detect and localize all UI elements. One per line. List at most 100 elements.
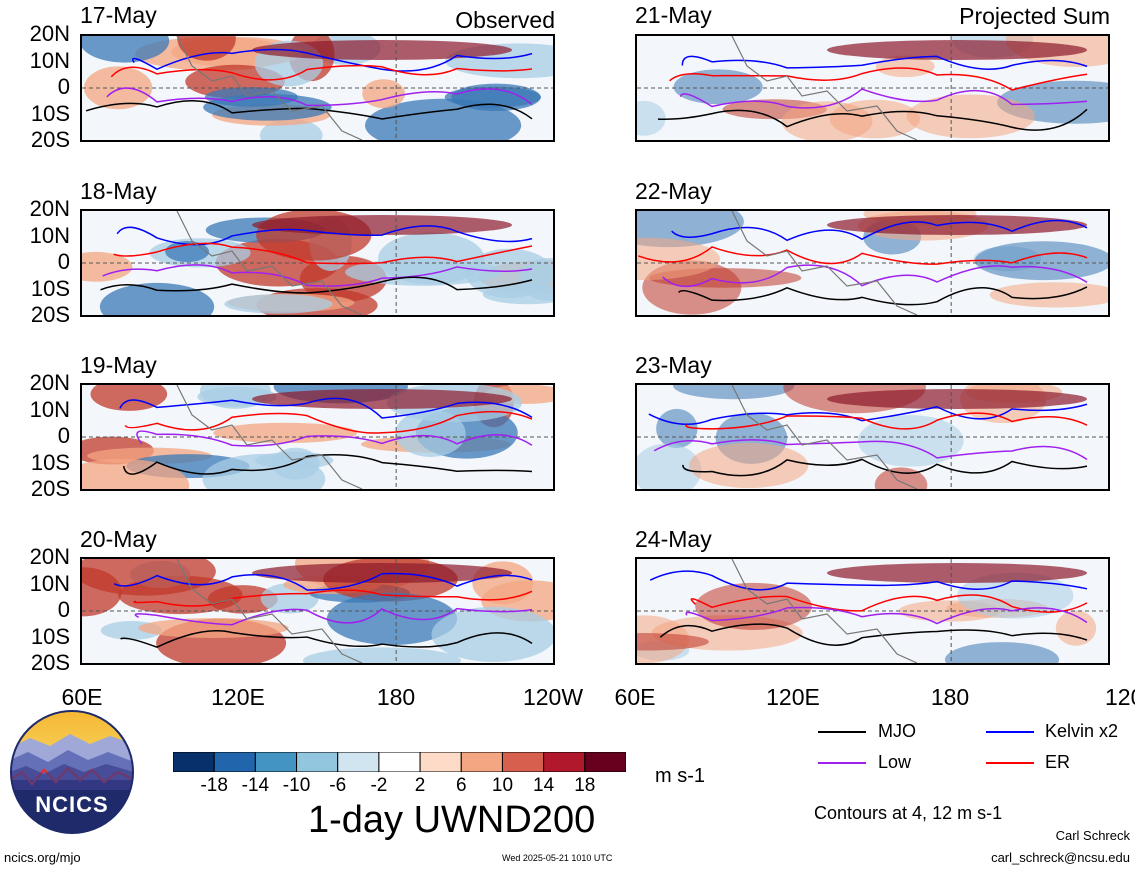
field-shading: [673, 385, 795, 400]
coastline: [731, 385, 918, 489]
legend-low-label: Low: [878, 752, 912, 772]
legend-kelvin-line: [986, 731, 1034, 733]
field-shading: [906, 94, 1035, 139]
field-shading: [673, 69, 763, 105]
contour-line: [648, 403, 1088, 426]
lat-label: 0: [57, 74, 70, 99]
colorbar-tick-label: 18: [574, 775, 596, 796]
lat-label: 10S: [30, 275, 70, 301]
colorbar-swatch: [213, 751, 256, 773]
contour-line: [102, 264, 533, 287]
units-label: m s-1: [655, 765, 705, 787]
contour-line: [662, 264, 1088, 288]
field-shading: [1055, 610, 1097, 646]
figure-title: 1-day UWND200: [308, 799, 596, 841]
lat-label: 10S: [30, 449, 70, 475]
right-panel-3-map: [635, 383, 1110, 491]
jet-maximum: [252, 563, 512, 583]
field-shading: [82, 36, 170, 63]
jet-maximum: [827, 40, 1087, 60]
legend-mjo-label: MJO: [878, 721, 916, 741]
colorbar-swatch: [378, 751, 421, 773]
field-shading: [213, 422, 358, 444]
lat-label: 10N: [29, 222, 70, 248]
left-panel-1-map: [80, 34, 555, 142]
field-shading: [857, 415, 964, 467]
contour-line: [106, 87, 533, 107]
left-panel-3-map: [80, 383, 555, 491]
field-shading: [204, 87, 298, 107]
left-panel-2-map: [80, 209, 555, 317]
lon-left-180: 180: [376, 684, 416, 710]
field-shading: [989, 282, 1108, 308]
field-shading: [326, 592, 458, 645]
colorbar-swatch: [543, 751, 586, 773]
field-shading: [944, 642, 1060, 663]
right-panel-2-map: [635, 209, 1110, 317]
colorbar-swatch: [172, 751, 215, 773]
jet-maximum: [252, 389, 512, 409]
lat-label: 10N: [29, 47, 70, 73]
field-shading: [637, 100, 666, 136]
field-shading: [345, 258, 501, 286]
coastline: [731, 559, 918, 663]
right-panel-1-date: 21-May: [635, 2, 712, 28]
coastline: [176, 211, 363, 315]
field-shading: [974, 241, 1108, 281]
contour-line: [113, 572, 533, 591]
lat-label: 20N: [29, 196, 70, 221]
field-shading: [224, 294, 333, 314]
legend-low-line: [818, 762, 866, 764]
field-shading: [482, 284, 553, 305]
colorbar-tick-label: 14: [533, 775, 555, 796]
left-panel-3-date: 19-May: [80, 352, 157, 378]
lat-label: 0: [57, 597, 70, 622]
lon-right-180: 180: [930, 684, 970, 710]
contour-line: [681, 55, 1088, 70]
field-shading: [82, 251, 133, 282]
colorbar-tick-label: 2: [414, 775, 426, 796]
contour-line: [113, 242, 533, 265]
legend-kelvin-label: Kelvin x2: [1045, 721, 1119, 741]
contour-line: [685, 606, 1088, 625]
colorbar-swatch: [337, 751, 380, 773]
field-shading: [957, 572, 1074, 619]
field-shading: [656, 408, 698, 449]
contour-line: [671, 219, 1088, 242]
lat-label: 20N: [29, 21, 70, 46]
lon-right-60e: 60E: [614, 684, 656, 710]
field-shading: [695, 582, 812, 630]
contour-line: [657, 108, 1088, 131]
contour-line: [682, 458, 1088, 477]
colorbar-swatch: [501, 751, 545, 773]
contour-line: [136, 430, 533, 447]
colorbar-swatch: [254, 751, 298, 773]
contour-line: [134, 607, 533, 626]
contour-line: [690, 594, 1088, 613]
contour-line: [124, 410, 533, 434]
field-shading: [90, 385, 168, 411]
field-shading: [688, 442, 809, 489]
contour-line: [133, 589, 533, 607]
colorbar-swatch: [460, 751, 503, 773]
left-panel-4-map: [80, 557, 555, 665]
field-shading: [302, 647, 461, 663]
right-panel-2-date: 22-May: [635, 178, 712, 204]
contour-line: [116, 225, 533, 246]
lat-label: 0: [57, 249, 70, 274]
colorbar-swatch: [419, 751, 462, 773]
contour-line: [638, 246, 1088, 265]
lon-left-60e: 60E: [61, 684, 103, 710]
lat-label: 20S: [30, 476, 70, 501]
coastline: [731, 211, 918, 315]
lat-label: 20S: [30, 302, 70, 327]
colorbar-tick-label: -18: [200, 775, 228, 796]
right-panel-4-map: [635, 557, 1110, 665]
lat-label: 20S: [30, 127, 70, 152]
contour-line: [659, 623, 1088, 646]
lat-label: 20N: [29, 370, 70, 395]
field-shading: [637, 633, 709, 651]
contour-line: [110, 64, 533, 81]
contour-line: [678, 286, 1088, 306]
ncics-logo: NCICS: [10, 710, 134, 834]
